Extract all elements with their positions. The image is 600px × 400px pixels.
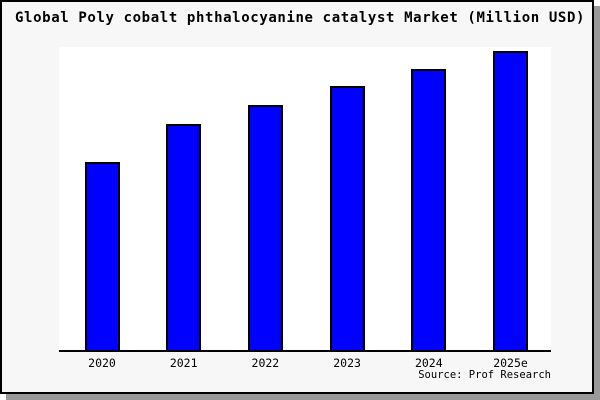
bar-2025e bbox=[493, 51, 528, 350]
x-tick-label-2024: 2024 bbox=[414, 356, 443, 370]
x-tick-label-2023: 2023 bbox=[333, 356, 361, 370]
x-tick-label-2021: 2021 bbox=[169, 356, 198, 370]
x-tick-label-2022: 2022 bbox=[251, 356, 280, 370]
chart-title: Global Poly cobalt phthalocyanine cataly… bbox=[15, 10, 586, 26]
bar-2021 bbox=[166, 124, 202, 350]
plot-area bbox=[59, 47, 551, 352]
bar-2020 bbox=[84, 162, 120, 350]
x-tick-label-2025e: 2025e bbox=[493, 356, 528, 370]
chart-window: Global Poly cobalt phthalocyanine cataly… bbox=[0, 0, 594, 394]
bar-2024 bbox=[411, 69, 447, 350]
bar-2023 bbox=[329, 86, 365, 350]
bar-2022 bbox=[247, 105, 283, 350]
x-tick-label-2020: 2020 bbox=[88, 356, 116, 370]
source-credit: Source: Prof Research bbox=[418, 369, 551, 381]
